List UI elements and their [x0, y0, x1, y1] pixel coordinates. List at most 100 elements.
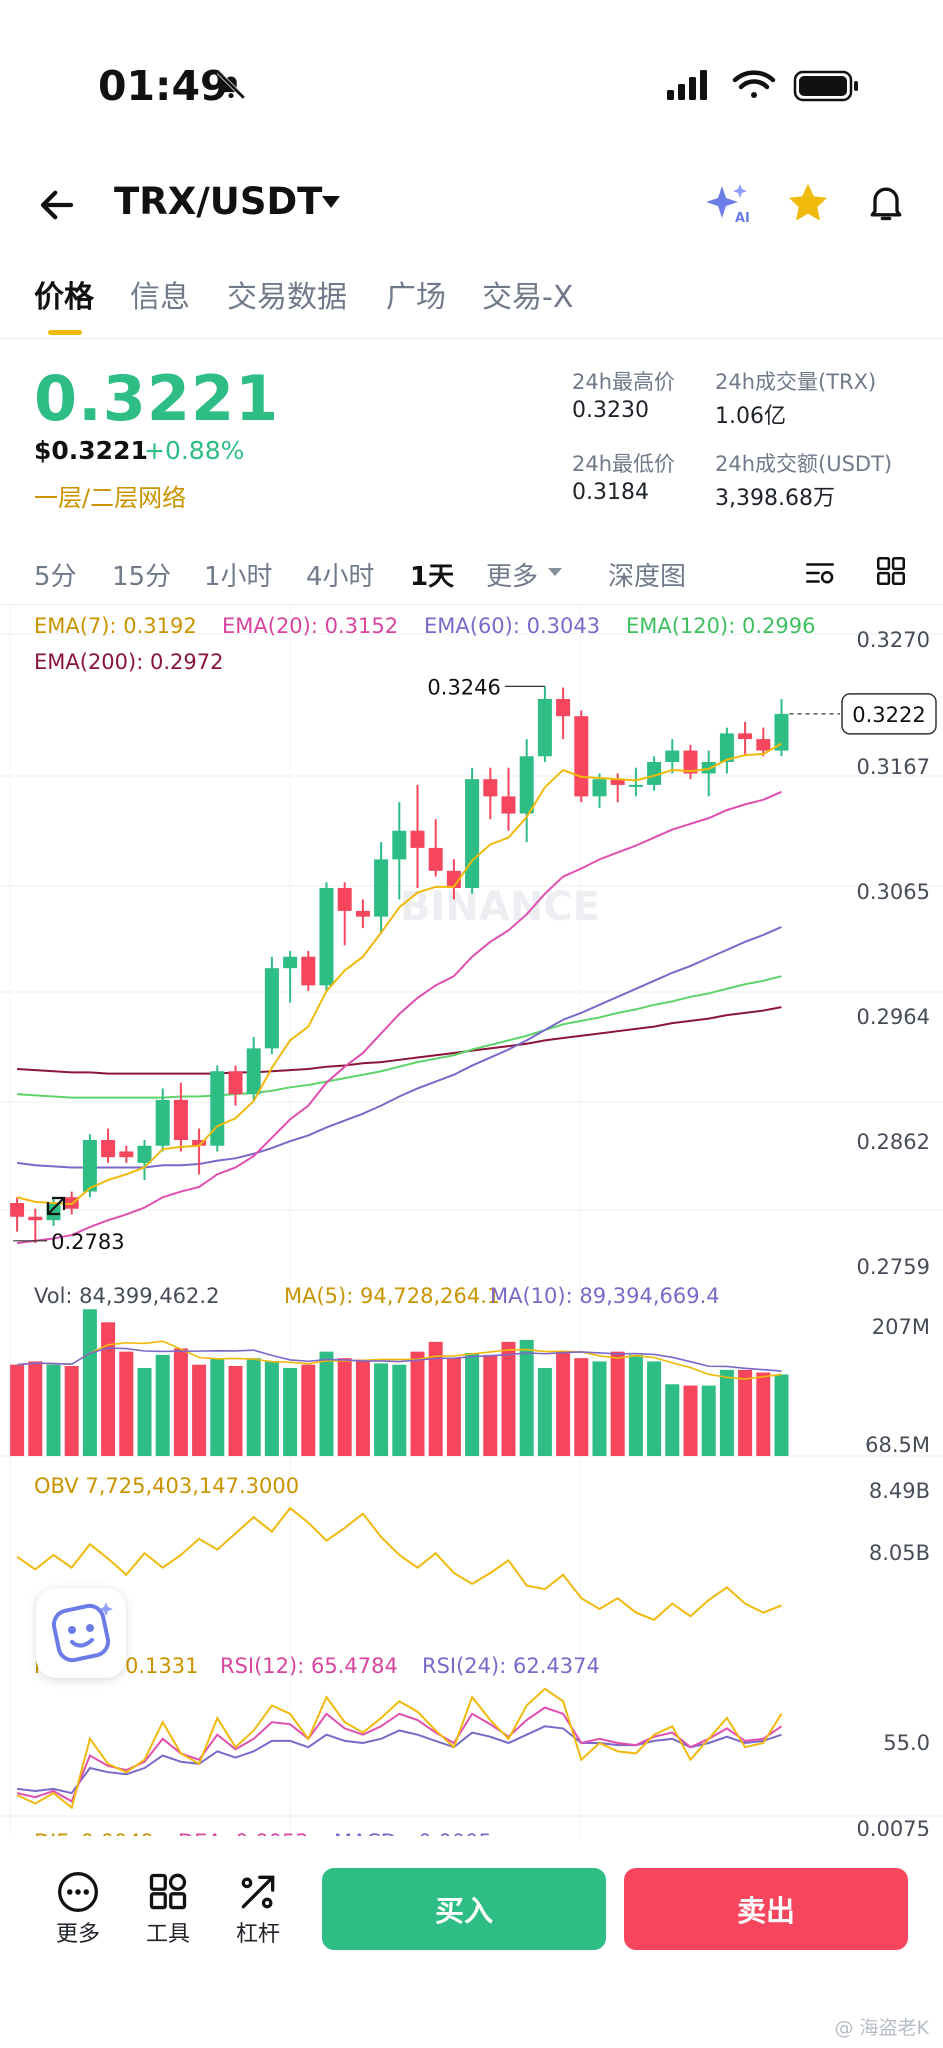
candle [446, 870, 461, 888]
rsi24-line [16, 1725, 782, 1795]
volume-bar [173, 1348, 188, 1456]
tools-icon[interactable] [146, 1870, 190, 1914]
chart-settings-icon[interactable] [802, 556, 838, 590]
sell-button[interactable]: 卖出 [624, 1868, 908, 1950]
candle [355, 910, 370, 917]
candle [647, 762, 662, 785]
ai-sparkle-icon[interactable]: AI [704, 182, 752, 226]
volume-bar [592, 1361, 607, 1456]
candle [210, 1071, 225, 1146]
volume-bar [10, 1364, 25, 1456]
low-value: 0.3184 [572, 480, 649, 505]
divider [0, 338, 943, 339]
rsi12-label: RSI(12): 65.4784 [220, 1654, 398, 1678]
candle [683, 750, 698, 774]
pair-title[interactable]: TRX/USDT [114, 180, 323, 223]
tab-price[interactable]: 价格 [34, 280, 94, 315]
candle [173, 1099, 188, 1140]
low-marker-label: 0.2783 [51, 1230, 124, 1254]
volume-bar [264, 1361, 279, 1456]
leverage-icon[interactable] [236, 1870, 280, 1914]
interval-1h[interactable]: 1小时 [204, 562, 273, 592]
bell-muted-icon [216, 70, 246, 100]
rsi-tick: 55.0 [883, 1731, 930, 1755]
ema20-label: EMA(20): 0.3152 [222, 614, 399, 638]
volume-bar [428, 1341, 443, 1456]
more-caret-icon[interactable] [546, 566, 564, 578]
candle [465, 779, 480, 888]
active-tab-indicator [48, 330, 82, 335]
volume-bar [738, 1369, 753, 1456]
macd-tick: 0.0075 [857, 1817, 930, 1838]
volume-bar [610, 1351, 625, 1456]
bell-icon[interactable] [864, 178, 908, 226]
caret-down-icon[interactable] [320, 194, 342, 210]
candle [246, 1048, 261, 1095]
volume-bar [64, 1366, 79, 1456]
divider [0, 604, 943, 605]
volume-bar [155, 1354, 170, 1456]
tools-label[interactable]: 工具 [145, 1922, 190, 1947]
volume-bar [556, 1351, 571, 1456]
tab-square[interactable]: 广场 [386, 280, 446, 315]
current-price-tag [841, 693, 937, 735]
more-dots-icon[interactable] [56, 1870, 100, 1914]
leverage-label[interactable]: 杠杆 [235, 1922, 280, 1947]
current-price-text: 0.3222 [852, 703, 925, 727]
more-label[interactable]: 更多 [55, 1922, 100, 1947]
back-arrow-icon[interactable] [36, 184, 78, 226]
interval-15m[interactable]: 15分 [112, 562, 172, 592]
volume-bar [355, 1359, 370, 1456]
tab-trading-data[interactable]: 交易数据 [227, 280, 347, 315]
volume-bar [628, 1354, 643, 1456]
tab-info[interactable]: 信息 [130, 280, 190, 315]
star-icon[interactable] [784, 180, 832, 226]
ema200-label: EMA(200): 0.2972 [34, 650, 224, 674]
ema120-label: EMA(120): 0.2996 [626, 614, 816, 638]
volume-bar [701, 1385, 716, 1456]
volume-bar [137, 1367, 152, 1456]
network-tag[interactable]: 一层/二层网络 [34, 484, 187, 512]
tab-trade-x[interactable]: 交易-X [482, 280, 574, 315]
interval-1d[interactable]: 1天 [410, 562, 455, 592]
signal-icon [667, 70, 707, 100]
svg-text:AI: AI [735, 211, 750, 226]
obv-line [16, 1506, 782, 1621]
ema7-line [16, 742, 782, 1206]
interval-more[interactable]: 更多 [486, 562, 539, 592]
candle [665, 750, 680, 762]
volume-bar [374, 1363, 389, 1456]
candle [101, 1140, 116, 1158]
kline-chart[interactable]: BINANCE 0.3270 0.3167 0.3065 0.2964 0.2862 0.2… [0, 606, 943, 1838]
buy-button[interactable]: 买入 [322, 1868, 606, 1950]
candle [610, 779, 625, 785]
candle [574, 716, 589, 797]
candle [374, 859, 389, 917]
candle [756, 739, 771, 751]
candle [483, 779, 498, 797]
layout-grid-icon[interactable] [874, 554, 908, 588]
last-price: 0.3221 [34, 362, 280, 435]
depth-chart-tab[interactable]: 深度图 [608, 562, 687, 592]
volume-label: Vol: 84,399,462.2 [34, 1284, 220, 1308]
assistant-button[interactable] [36, 1588, 126, 1678]
interval-4h[interactable]: 4小时 [306, 562, 375, 592]
candle [519, 756, 534, 814]
price-tick: 0.3270 [857, 628, 930, 652]
ema20-line [16, 790, 782, 1245]
candle [283, 956, 298, 969]
usd-price: $0.3221 [34, 436, 148, 465]
battery-icon [793, 70, 858, 102]
expand-icon[interactable] [46, 1196, 66, 1216]
vol-trx-value: 1.06亿 [715, 404, 786, 429]
candle [719, 733, 734, 762]
ema200-line [17, 1006, 782, 1075]
volume-bar [283, 1367, 298, 1456]
volume-bar [246, 1358, 261, 1456]
volume-bar [46, 1364, 61, 1456]
interval-5m[interactable]: 5分 [34, 562, 77, 592]
candle [410, 830, 425, 848]
candle [556, 699, 571, 717]
status-icons [667, 70, 858, 102]
volume-bar [101, 1322, 116, 1456]
